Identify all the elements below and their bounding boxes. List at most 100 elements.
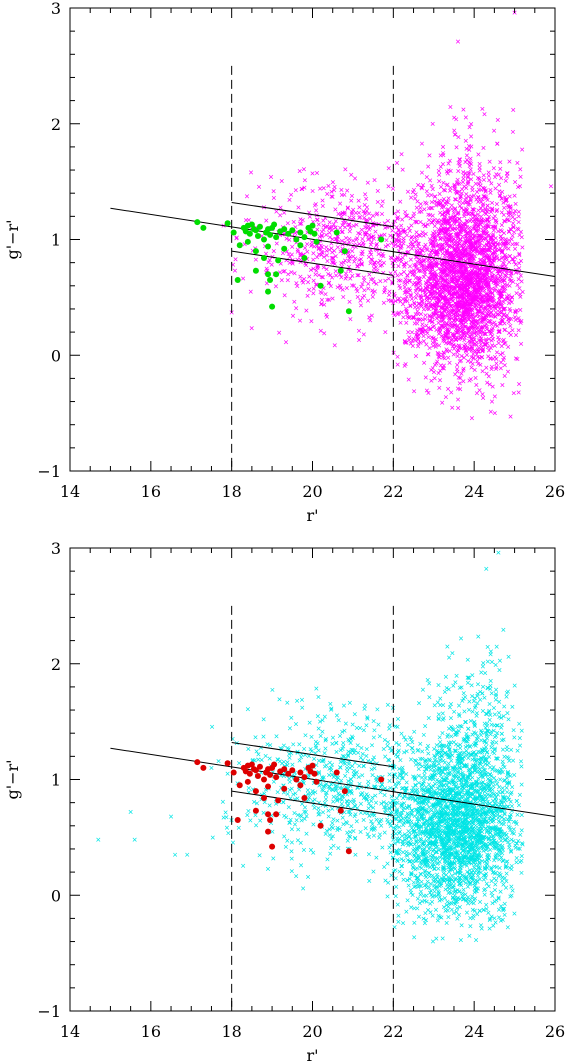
field-point (414, 219, 419, 224)
field-point (368, 216, 373, 221)
field-point (438, 330, 443, 335)
field-point (500, 786, 505, 791)
field-point (342, 192, 347, 197)
field-point (286, 251, 291, 257)
field-point (493, 920, 498, 925)
field-point (375, 188, 380, 194)
field-point (464, 267, 469, 272)
field-point (461, 310, 466, 315)
field-point (407, 286, 412, 291)
field-point (278, 213, 283, 218)
field-point (442, 689, 447, 694)
field-point (427, 300, 432, 305)
field-point (447, 158, 452, 163)
field-point (347, 222, 352, 227)
field-point (443, 235, 448, 240)
field-point (507, 238, 512, 243)
field-point (409, 296, 414, 301)
field-point (481, 873, 486, 878)
field-point (452, 219, 457, 224)
field-point (419, 186, 424, 191)
field-point (433, 311, 438, 316)
member-point (265, 288, 272, 295)
field-point (481, 229, 486, 234)
field-point (483, 291, 488, 296)
field-point (475, 250, 480, 255)
field-point (467, 282, 473, 288)
field-point (471, 356, 476, 361)
field-point (409, 269, 414, 274)
field-point (316, 273, 321, 278)
member-point (271, 221, 278, 228)
field-point (477, 309, 482, 314)
field-point (444, 295, 449, 300)
field-point (440, 277, 446, 282)
field-point (346, 259, 351, 264)
field-point (452, 207, 457, 212)
member-point (285, 230, 292, 237)
field-point (475, 239, 480, 244)
field-point (499, 250, 504, 255)
field-point (436, 168, 441, 173)
field-point (298, 274, 303, 279)
field-point (457, 248, 462, 254)
field-point (456, 189, 461, 194)
field-point (464, 153, 469, 158)
field-point (331, 255, 336, 261)
field-point (516, 277, 521, 282)
field-point (439, 305, 444, 310)
field-point (461, 173, 466, 178)
field-point (499, 223, 504, 228)
field-point (441, 905, 447, 910)
field-point (304, 308, 309, 313)
field-point (396, 264, 401, 269)
field-point (452, 318, 457, 323)
field-point (370, 294, 375, 299)
field-point (461, 379, 466, 384)
field-point (489, 327, 495, 332)
field-point (421, 275, 426, 280)
field-point (452, 285, 457, 290)
field-point (466, 202, 471, 207)
field-point (502, 231, 507, 236)
field-point (438, 269, 443, 274)
field-point (456, 397, 461, 402)
field-point (477, 861, 482, 866)
field-point (440, 162, 445, 167)
field-point (486, 336, 491, 342)
field-point (423, 242, 428, 247)
field-point (464, 352, 469, 358)
field-point (484, 324, 489, 329)
field-point (399, 272, 404, 277)
field-point (347, 299, 352, 304)
field-point (511, 279, 516, 284)
field-point (466, 312, 471, 317)
field-point (233, 257, 238, 262)
field-point (444, 199, 449, 204)
field-point (470, 330, 475, 335)
field-point (395, 902, 400, 907)
field-point (461, 312, 466, 317)
field-point (469, 254, 474, 260)
field-point (399, 244, 404, 249)
field-point (454, 343, 459, 348)
field-point (461, 691, 466, 696)
field-point (414, 292, 419, 297)
field-point (455, 313, 460, 318)
field-point (478, 326, 484, 331)
field-point (491, 923, 496, 928)
field-point (369, 235, 374, 240)
member-point (281, 226, 288, 233)
field-point (518, 294, 523, 299)
member-point (267, 231, 274, 238)
field-point (400, 296, 406, 301)
field-point (438, 299, 443, 304)
field-point (493, 175, 498, 180)
field-point (418, 294, 423, 299)
field-point (462, 254, 467, 259)
field-point (516, 316, 521, 321)
field-point (475, 212, 481, 217)
field-point (430, 213, 435, 218)
field-point (455, 869, 460, 874)
field-point (492, 288, 497, 293)
